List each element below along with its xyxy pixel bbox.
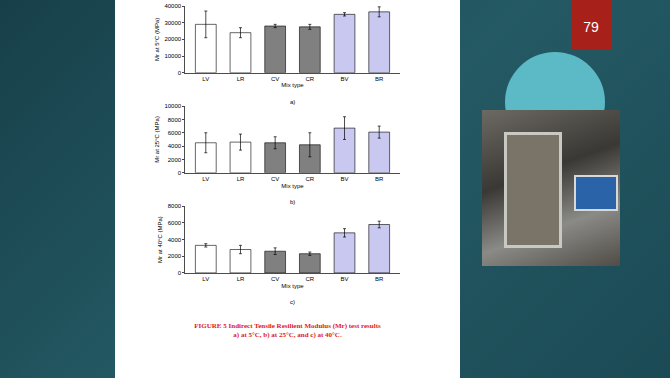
svg-text:0: 0 [178, 170, 182, 176]
svg-text:BR: BR [375, 276, 384, 282]
svg-text:Mr at 40°C (MPa): Mr at 40°C (MPa) [157, 216, 163, 263]
svg-text:LV: LV [202, 276, 209, 282]
svg-text:40000: 40000 [164, 3, 181, 9]
svg-text:8000: 8000 [168, 203, 182, 209]
svg-text:BV: BV [341, 76, 349, 82]
svg-text:4000: 4000 [168, 237, 182, 243]
svg-text:BR: BR [375, 76, 384, 82]
svg-text:CV: CV [271, 276, 279, 282]
svg-text:b): b) [290, 199, 295, 205]
svg-text:LV: LV [202, 76, 209, 82]
svg-text:c): c) [290, 299, 295, 305]
svg-text:0: 0 [178, 70, 182, 76]
svg-text:CR: CR [306, 176, 315, 182]
svg-text:CR: CR [306, 76, 315, 82]
svg-text:CR: CR [306, 276, 315, 282]
html-text:a) at 5°C, b) at 25°C, and c): a) at 5°C, b) at 25°C, and c) at 40°C. [233, 331, 342, 339]
svg-text:LV: LV [202, 176, 209, 182]
svg-text:Mix type: Mix type [281, 183, 304, 189]
svg-text:LR: LR [237, 76, 245, 82]
svg-text:10000: 10000 [164, 103, 181, 109]
svg-text:20000: 20000 [164, 36, 181, 42]
html-text:79: 79 [583, 19, 599, 35]
svg-text:10000: 10000 [164, 53, 181, 59]
svg-text:BV: BV [341, 176, 349, 182]
svg-text:Mix type: Mix type [281, 283, 304, 289]
html-text:FIGURE 5 Indirect Tensile Resi: FIGURE 5 Indirect Tensile Resilient Modu… [194, 322, 381, 330]
svg-text:a): a) [290, 99, 295, 105]
svg-text:2000: 2000 [168, 157, 182, 163]
svg-text:CV: CV [271, 76, 279, 82]
svg-text:Mr at 25°C (MPa): Mr at 25°C (MPa) [154, 116, 160, 163]
svg-text:2000: 2000 [168, 253, 182, 259]
svg-text:Mix type: Mix type [281, 82, 304, 88]
svg-text:6000: 6000 [168, 130, 182, 136]
svg-text:8000: 8000 [168, 117, 182, 123]
svg-text:LR: LR [237, 176, 245, 182]
svg-text:BV: BV [341, 276, 349, 282]
svg-text:4000: 4000 [168, 143, 182, 149]
svg-text:BR: BR [375, 176, 384, 182]
svg-text:CV: CV [271, 176, 279, 182]
svg-text:Mr at 5°C (MPa): Mr at 5°C (MPa) [154, 18, 160, 61]
svg-text:LR: LR [237, 276, 245, 282]
svg-text:0: 0 [178, 270, 182, 276]
svg-text:6000: 6000 [168, 220, 182, 226]
svg-text:30000: 30000 [164, 20, 181, 26]
